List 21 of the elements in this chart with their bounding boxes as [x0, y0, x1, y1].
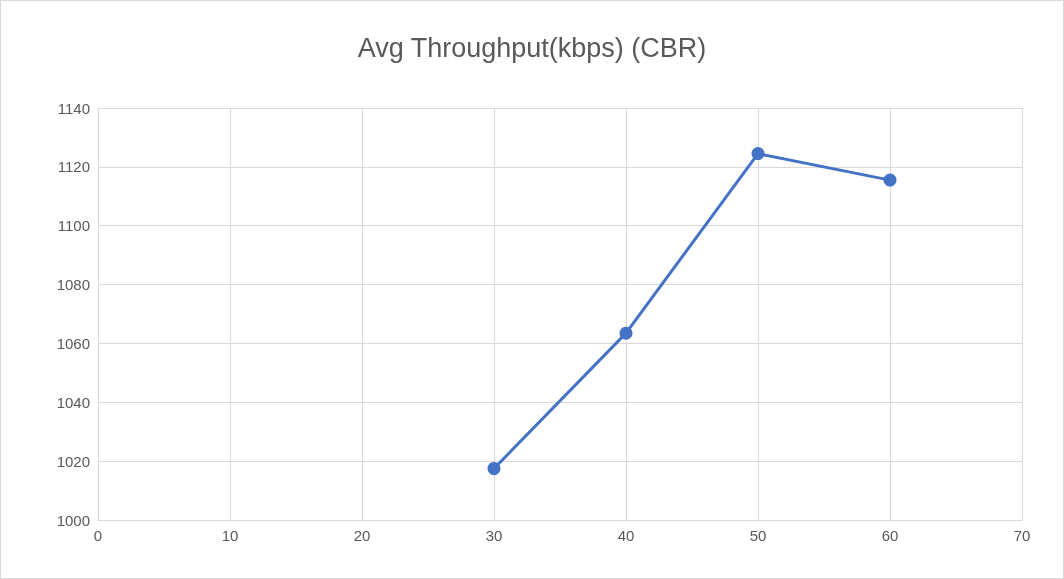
y-tick-label: 1000	[56, 511, 90, 529]
point	[619, 326, 633, 340]
y-tick-label: 1080	[56, 276, 90, 294]
x-tick-label: 60	[881, 527, 899, 544]
chart-title: Avg Throughput(kbps) (CBR)	[357, 32, 707, 63]
point	[883, 173, 897, 187]
x-tick-label: 0	[93, 527, 103, 544]
x-tick-label: 20	[353, 527, 371, 544]
y-tick-label: 1140	[57, 99, 90, 117]
x-tick-label: 30	[485, 527, 503, 544]
y-tick-label: 1040	[56, 393, 90, 411]
y-tick-label: 1060	[56, 334, 90, 352]
y-tick-label: 1120	[57, 158, 90, 176]
x-tick-label: 40	[617, 527, 635, 544]
x-tick-label: 70	[1013, 527, 1031, 544]
x-tick-label: 10	[221, 527, 239, 544]
x-tick-label: 50	[749, 527, 767, 544]
y-tick-label: 1020	[56, 452, 90, 470]
point	[487, 462, 501, 475]
point	[751, 147, 765, 161]
y-tick-label: 1100	[57, 217, 90, 235]
